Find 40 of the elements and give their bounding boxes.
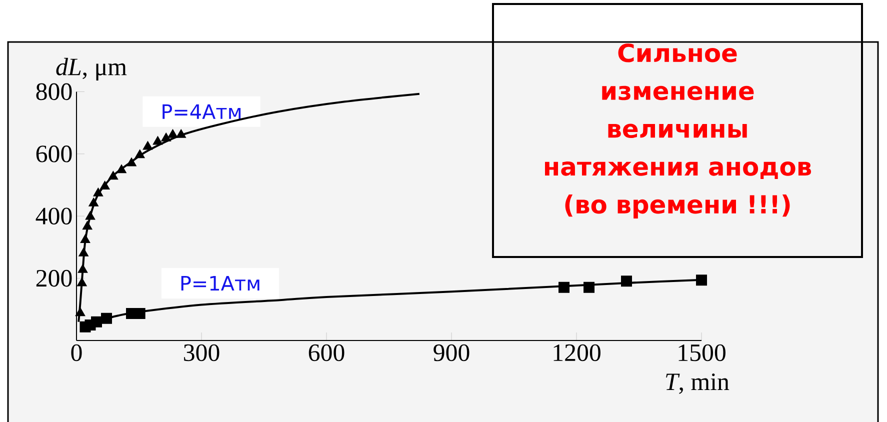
- point: [168, 129, 178, 138]
- point: [558, 282, 570, 293]
- point: [78, 248, 88, 256]
- point: [82, 221, 92, 230]
- point: [152, 136, 163, 145]
- x-tick-label: 1500: [678, 344, 726, 362]
- point: [696, 274, 708, 286]
- x-tick-label: 1200: [554, 344, 600, 362]
- y-tick-label: 400: [36, 208, 72, 225]
- point: [116, 164, 126, 174]
- point: [584, 282, 595, 293]
- x-axis-title: T, min: [666, 374, 730, 394]
- point: [100, 181, 110, 190]
- annotation: Сильное изменение величины натяжения анодов (во времени !!!): [545, 43, 812, 219]
- point: [75, 308, 86, 316]
- x-tick-label: 0: [71, 344, 82, 362]
- x-tick-label: 600: [308, 344, 344, 362]
- point: [126, 158, 136, 166]
- point: [135, 150, 145, 158]
- point: [80, 234, 90, 244]
- y-axis-title: dL, μm: [56, 58, 127, 80]
- point: [101, 312, 112, 324]
- text: P=1Атм: [181, 276, 260, 291]
- point: [142, 141, 153, 150]
- point: [77, 278, 87, 286]
- y-tick-label: 800: [36, 83, 72, 100]
- x-tick-label: 300: [184, 344, 220, 362]
- point: [176, 129, 186, 138]
- y-tick-label: 200: [36, 270, 72, 287]
- series-label: P=4Атм: [162, 104, 241, 119]
- point: [621, 276, 632, 287]
- x-tick-label: 900: [434, 344, 470, 362]
- y-tick-label: 600: [36, 145, 72, 162]
- point: [91, 316, 102, 328]
- point: [108, 171, 118, 180]
- point: [85, 211, 96, 220]
- point: [93, 188, 103, 196]
- point: [78, 264, 88, 273]
- point: [88, 198, 98, 206]
- point: [161, 132, 171, 142]
